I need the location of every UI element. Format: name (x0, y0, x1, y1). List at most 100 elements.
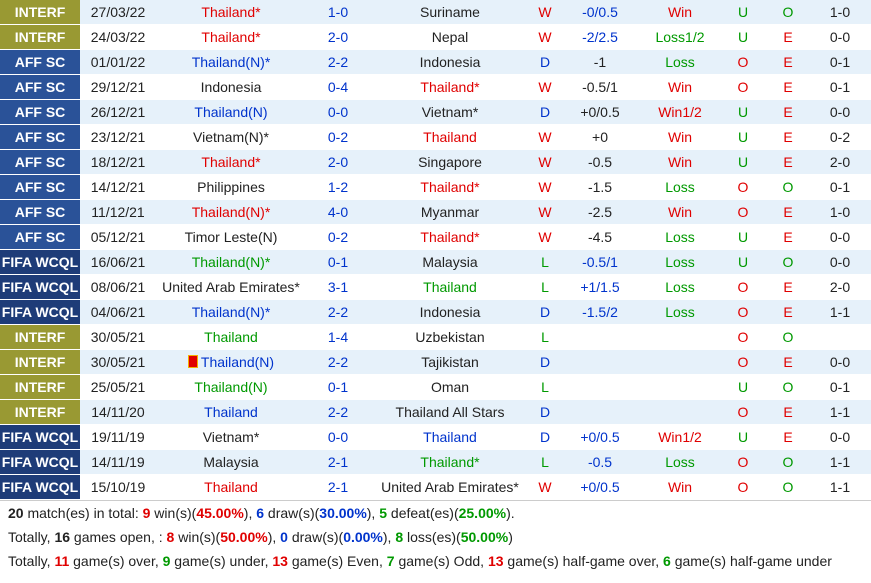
over-under-cell: O (720, 399, 766, 425)
score-cell[interactable]: 2-2 (306, 299, 370, 325)
result-cell: D (530, 299, 560, 325)
away-team-cell[interactable]: Thailand (370, 274, 530, 300)
home-team-cell[interactable]: United Arab Emirates* (156, 274, 306, 300)
away-team-cell[interactable]: Indonesia (370, 299, 530, 325)
competition-cell[interactable]: INTERF (0, 349, 80, 375)
home-team-cell[interactable]: Malaysia (156, 449, 306, 475)
score-cell[interactable]: 0-4 (306, 74, 370, 100)
competition-cell[interactable]: FIFA WCQL (0, 474, 80, 500)
date-cell: 18/12/21 (80, 149, 156, 175)
home-team-cell[interactable]: Vietnam(N)* (156, 124, 306, 150)
competition-cell[interactable]: FIFA WCQL (0, 274, 80, 300)
home-team-cell[interactable]: Thailand(N)* (156, 49, 306, 75)
away-team-cell[interactable]: Oman (370, 374, 530, 400)
home-team-cell[interactable]: Indonesia (156, 74, 306, 100)
away-team-cell[interactable]: Thailand* (370, 74, 530, 100)
competition-cell[interactable]: AFF SC (0, 149, 80, 175)
date-cell: 01/01/22 (80, 49, 156, 75)
score-cell[interactable]: 2-2 (306, 349, 370, 375)
away-team-cell[interactable]: Malaysia (370, 249, 530, 275)
competition-cell[interactable]: AFF SC (0, 174, 80, 200)
score-cell[interactable]: 4-0 (306, 199, 370, 225)
away-team-cell[interactable]: Vietnam* (370, 99, 530, 125)
home-team-cell[interactable]: Thailand (156, 324, 306, 350)
handicap-result-cell: Win (640, 124, 720, 150)
home-team-cell[interactable]: Thailand(N) (156, 374, 306, 400)
table-row: AFF SC 01/01/22 Thailand(N)* 2-2 Indonesia D -… (0, 49, 871, 75)
score-cell[interactable]: 1-0 (306, 0, 370, 25)
competition-cell[interactable]: AFF SC (0, 224, 80, 250)
away-team-cell[interactable]: Thailand (370, 424, 530, 450)
score-cell[interactable]: 2-0 (306, 149, 370, 175)
score-cell[interactable]: 2-2 (306, 49, 370, 75)
competition-cell[interactable]: INTERF (0, 399, 80, 425)
competition-cell[interactable]: FIFA WCQL (0, 449, 80, 475)
home-team-cell[interactable]: Philippines (156, 174, 306, 200)
home-team-cell[interactable]: Thailand(N)* (156, 199, 306, 225)
competition-cell[interactable]: INTERF (0, 0, 80, 25)
competition-cell[interactable]: AFF SC (0, 199, 80, 225)
home-team-cell[interactable]: Vietnam* (156, 424, 306, 450)
score-cell[interactable]: 0-0 (306, 99, 370, 125)
away-team-cell[interactable]: Thailand* (370, 449, 530, 475)
score-cell[interactable]: 2-0 (306, 24, 370, 50)
date-cell: 29/12/21 (80, 74, 156, 100)
home-team-cell[interactable]: Thailand* (156, 0, 306, 25)
score-cell[interactable]: 0-1 (306, 374, 370, 400)
away-team-cell[interactable]: Suriname (370, 0, 530, 25)
score-cell[interactable]: 3-1 (306, 274, 370, 300)
result-cell: W (530, 124, 560, 150)
away-team-cell[interactable]: Thailand (370, 124, 530, 150)
half-time-score-cell: 1-1 (810, 399, 870, 425)
competition-cell[interactable]: INTERF (0, 374, 80, 400)
away-team-cell[interactable]: Myanmar (370, 199, 530, 225)
competition-cell[interactable]: AFF SC (0, 124, 80, 150)
competition-cell[interactable]: AFF SC (0, 99, 80, 125)
score-cell[interactable]: 2-2 (306, 399, 370, 425)
score-cell[interactable]: 2-1 (306, 474, 370, 500)
competition-cell[interactable]: INTERF (0, 24, 80, 50)
home-team-cell[interactable]: Thailand* (156, 24, 306, 50)
away-team-cell[interactable]: Tajikistan (370, 349, 530, 375)
away-team-cell[interactable]: Singapore (370, 149, 530, 175)
score-cell[interactable]: 1-2 (306, 174, 370, 200)
score-cell[interactable]: 0-1 (306, 249, 370, 275)
away-team-cell[interactable]: Thailand* (370, 174, 530, 200)
score-cell[interactable]: 0-0 (306, 424, 370, 450)
competition-cell[interactable]: FIFA WCQL (0, 249, 80, 275)
home-team-cell[interactable]: Timor Leste(N) (156, 224, 306, 250)
over-under-cell: U (720, 0, 766, 25)
score-cell[interactable]: 2-1 (306, 449, 370, 475)
table-row: INTERF 30/05/21 Thailand(N) 2-2 Tajikistan D O… (0, 349, 871, 375)
away-team-cell[interactable]: Thailand All Stars (370, 399, 530, 425)
home-team-cell[interactable]: Thailand* (156, 149, 306, 175)
score-cell[interactable]: 1-4 (306, 324, 370, 350)
table-row: FIFA WCQL 14/11/19 Malaysia 2-1 Thailand* L -0… (0, 449, 871, 475)
handicap-cell: -0.5 (560, 149, 640, 175)
away-team-cell[interactable]: Thailand* (370, 224, 530, 250)
half-time-score-cell (810, 324, 870, 350)
result-cell: L (530, 374, 560, 400)
away-team-cell[interactable]: United Arab Emirates* (370, 474, 530, 500)
away-team-cell[interactable]: Indonesia (370, 49, 530, 75)
competition-cell[interactable]: FIFA WCQL (0, 424, 80, 450)
competition-cell[interactable]: INTERF (0, 324, 80, 350)
competition-cell[interactable]: FIFA WCQL (0, 299, 80, 325)
home-team-cell[interactable]: Thailand(N)* (156, 299, 306, 325)
away-team-cell[interactable]: Uzbekistan (370, 324, 530, 350)
home-team-cell[interactable]: Thailand(N) (156, 349, 306, 375)
home-team-cell[interactable]: Thailand (156, 474, 306, 500)
match-history-table: INTERF 27/03/22 Thailand* 1-0 Suriname W -0/0.… (0, 0, 871, 500)
odd-even-cell: E (766, 274, 810, 300)
home-team-cell[interactable]: Thailand (156, 399, 306, 425)
result-cell: L (530, 324, 560, 350)
over-under-cell: O (720, 324, 766, 350)
score-cell[interactable]: 0-2 (306, 124, 370, 150)
competition-cell[interactable]: AFF SC (0, 74, 80, 100)
home-team-cell[interactable]: Thailand(N) (156, 99, 306, 125)
away-team-cell[interactable]: Nepal (370, 24, 530, 50)
odd-even-cell: E (766, 299, 810, 325)
competition-cell[interactable]: AFF SC (0, 49, 80, 75)
home-team-cell[interactable]: Thailand(N)* (156, 249, 306, 275)
score-cell[interactable]: 0-2 (306, 224, 370, 250)
